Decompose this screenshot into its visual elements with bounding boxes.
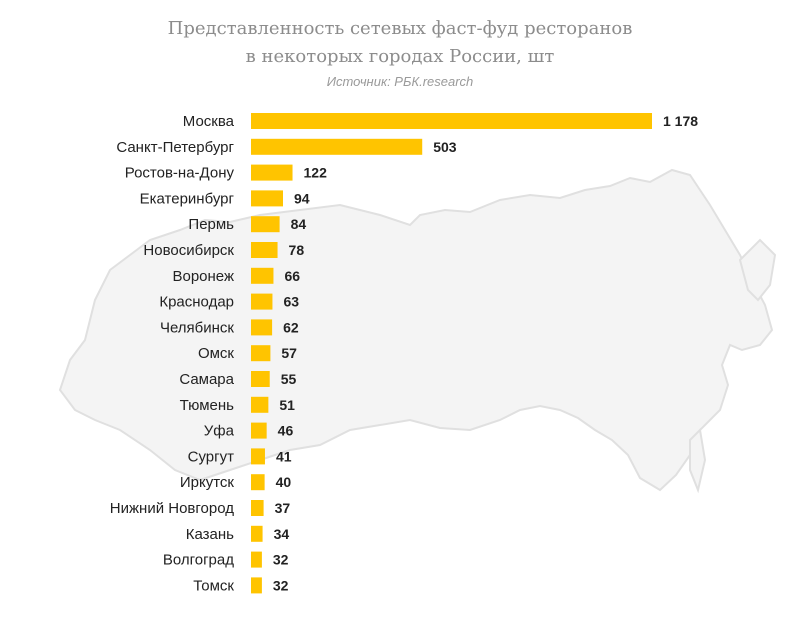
category-label: Челябинск [160, 319, 234, 336]
value-label: 41 [276, 448, 292, 464]
value-label: 51 [279, 397, 295, 413]
bar [251, 448, 265, 465]
category-label: Москва [183, 113, 235, 130]
category-label: Томск [193, 577, 234, 594]
category-label: Санкт-Петербург [116, 139, 234, 156]
sakhalin-shape [689, 427, 707, 494]
value-label: 34 [274, 526, 290, 542]
category-label: Самара [179, 371, 234, 388]
value-label: 62 [283, 319, 299, 335]
category-label: Новосибирск [143, 242, 234, 259]
value-label: 40 [276, 474, 292, 490]
category-label: Сургут [188, 448, 234, 465]
category-label: Волгоград [163, 552, 234, 569]
bar [251, 216, 280, 233]
bar [251, 396, 269, 413]
category-label: Воронеж [172, 268, 234, 285]
category-label: Ростов-на-Дону [125, 165, 235, 182]
chart-title-line-1: Представленность сетевых фаст-фуд рестор… [167, 18, 633, 39]
category-label: Омск [198, 345, 234, 362]
value-label: 37 [275, 500, 291, 516]
value-label: 503 [433, 139, 457, 155]
bar [251, 293, 273, 310]
category-label: Уфа [204, 423, 235, 440]
bar [251, 345, 271, 362]
bar [251, 500, 264, 516]
bar [251, 551, 262, 568]
category-label: Краснодар [159, 294, 234, 311]
bar [251, 319, 273, 336]
value-label: 55 [281, 371, 297, 387]
bar [251, 242, 278, 258]
value-label: 84 [291, 216, 307, 232]
bar [251, 525, 263, 542]
value-label: 78 [289, 242, 305, 258]
category-label: Пермь [188, 216, 234, 233]
bar [251, 164, 293, 181]
bar [251, 190, 283, 207]
category-label: Иркутск [180, 474, 235, 491]
category-label: Тюмень [180, 397, 235, 414]
category-label: Казань [186, 526, 234, 543]
value-label: 63 [283, 294, 299, 310]
category-label: Нижний Новгород [110, 500, 234, 517]
category-label: Екатеринбург [140, 190, 235, 207]
kamchatka-shape [738, 238, 777, 302]
value-label: 94 [294, 190, 310, 206]
value-label: 122 [304, 165, 328, 181]
value-label: 66 [284, 268, 300, 284]
value-label: 32 [273, 552, 289, 568]
bar [251, 422, 267, 439]
chart-source: Источник: РБК.research [326, 74, 474, 89]
bar [251, 577, 262, 594]
value-label: 1 178 [663, 113, 698, 129]
value-label: 46 [278, 423, 294, 439]
russia-map-shape [58, 168, 774, 492]
bar [251, 113, 652, 129]
bar [251, 371, 270, 387]
chart-title-line-2: в некоторых городах России, шт [245, 46, 555, 67]
bar [251, 138, 423, 155]
bar [251, 267, 274, 284]
value-label: 32 [273, 577, 289, 593]
value-label: 57 [281, 345, 297, 361]
bar [251, 474, 265, 491]
